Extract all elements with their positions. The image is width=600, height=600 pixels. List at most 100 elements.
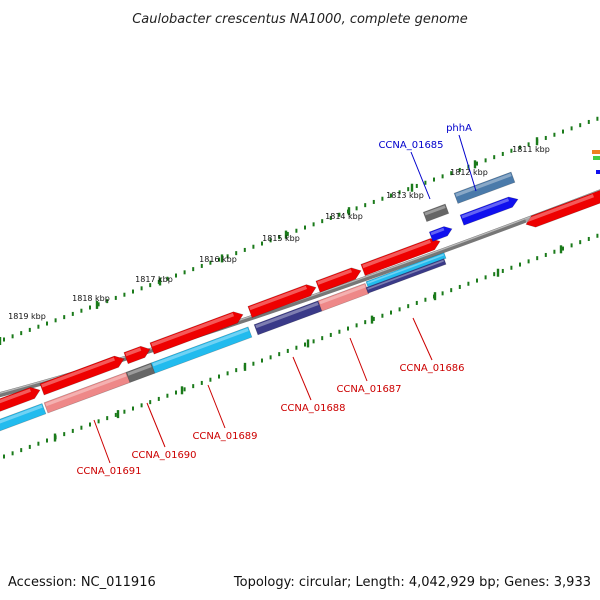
tick-mark: [209, 377, 212, 382]
tick-mark: [527, 142, 530, 147]
tick-mark: [579, 123, 582, 128]
inner-tick-ring: [3, 233, 599, 459]
tick-mark: [304, 225, 306, 230]
major-tick-mark: [220, 254, 224, 263]
tick-mark: [278, 235, 281, 240]
tick-mark: [3, 337, 5, 342]
tick-mark: [89, 422, 91, 427]
gene-arrow: [428, 226, 453, 242]
gene-arrow: [247, 284, 317, 319]
label-leader-line: [458, 134, 477, 192]
tick-mark: [398, 190, 401, 195]
gene-label: CCNA_01689: [192, 431, 257, 442]
tick-mark: [321, 219, 324, 224]
major-tick-mark: [306, 339, 310, 348]
map-title: Caulobacter crescentus NA1000, complete …: [132, 12, 468, 27]
tick-mark: [390, 193, 392, 198]
tick-mark: [355, 206, 358, 211]
tick-mark: [587, 236, 590, 241]
tick-mark: [123, 292, 126, 297]
cds-block: [150, 326, 253, 374]
tick-mark: [338, 329, 341, 334]
tick-mark: [407, 304, 410, 309]
tick-mark: [484, 275, 487, 280]
tick-mark: [175, 390, 177, 395]
major-tick-mark: [559, 245, 563, 254]
gene-label: CCNA_01687: [336, 384, 401, 395]
tick-labels: 1811 kbp 1812 kbp 1813 kbp 1814 kbp 1815 kbp…: [8, 145, 550, 321]
tick-mark: [89, 305, 91, 310]
tick-mark: [192, 267, 195, 272]
tick-mark: [355, 323, 358, 328]
tick-mark: [123, 409, 126, 414]
cds-block: [125, 362, 156, 383]
major-tick-mark: [0, 337, 2, 345]
label-leader-line: [412, 317, 433, 361]
tick-mark: [450, 288, 453, 293]
tick-mark: [132, 289, 134, 294]
tick-mark: [20, 448, 23, 453]
tick-mark: [278, 352, 281, 357]
major-tick-mark: [347, 207, 351, 216]
tick-mark: [183, 270, 186, 275]
tick-mark: [304, 342, 306, 347]
tick-mark: [458, 167, 461, 172]
tick-mark: [243, 247, 246, 252]
tick-mark: [71, 428, 74, 433]
tick-mark: [28, 327, 31, 332]
tick-mark: [286, 348, 289, 353]
tick-mark: [200, 263, 203, 268]
label-leader-line: [207, 384, 226, 429]
major-tick-mark: [473, 160, 477, 169]
tick-mark: [80, 425, 83, 430]
tick-mark: [347, 326, 349, 331]
label-leader-line: [146, 402, 166, 448]
cds-block: [422, 203, 450, 222]
tick-mark: [11, 451, 14, 456]
cds-block: [0, 403, 47, 432]
tick-mark: [157, 396, 160, 401]
major-tick-mark: [158, 277, 162, 286]
tick-mark: [183, 387, 186, 392]
tick-label: 1813 kbp: [386, 191, 424, 200]
tick-mark: [252, 244, 255, 249]
tick-label: 1814 kbp: [325, 212, 363, 221]
tick-mark: [71, 311, 74, 316]
major-tick-mark: [116, 410, 120, 419]
tick-mark: [28, 444, 31, 449]
accession-text: Accession: NC_011916: [8, 575, 156, 590]
tick-mark: [458, 284, 461, 289]
tick-mark: [46, 438, 48, 443]
tick-mark: [364, 203, 367, 208]
major-tick-mark: [53, 433, 57, 442]
label-leader-lines: [93, 134, 477, 464]
tick-mark: [398, 307, 401, 312]
tick-mark: [286, 231, 289, 236]
tick-label: 1818 kbp: [72, 294, 110, 303]
major-tick-mark: [180, 386, 184, 395]
gene-label: phhA: [446, 123, 472, 134]
tick-mark: [218, 257, 220, 262]
tick-mark: [390, 310, 392, 315]
tick-mark: [510, 265, 513, 270]
tick-mark: [132, 406, 134, 411]
tick-mark: [269, 238, 272, 243]
tick-mark: [63, 432, 66, 437]
tick-mark: [544, 135, 547, 140]
genome-summary-text: Topology: circular; Length: 4,042,929 bp…: [233, 575, 591, 590]
tick-label: 1816 kbp: [199, 255, 237, 264]
tick-label: 1815 kbp: [262, 234, 300, 243]
tick-mark: [536, 256, 539, 261]
tick-mark: [441, 174, 444, 179]
tick-mark: [63, 315, 66, 320]
tick-mark: [106, 299, 109, 304]
tick-mark: [106, 416, 109, 421]
tick-mark: [501, 268, 504, 273]
cds-block: [596, 170, 600, 174]
tick-mark: [587, 119, 590, 124]
gene-arrow: [360, 238, 441, 276]
tick-mark: [579, 240, 582, 245]
tick-mark: [321, 336, 324, 341]
tick-mark: [493, 272, 496, 277]
major-tick-mark: [284, 230, 288, 239]
